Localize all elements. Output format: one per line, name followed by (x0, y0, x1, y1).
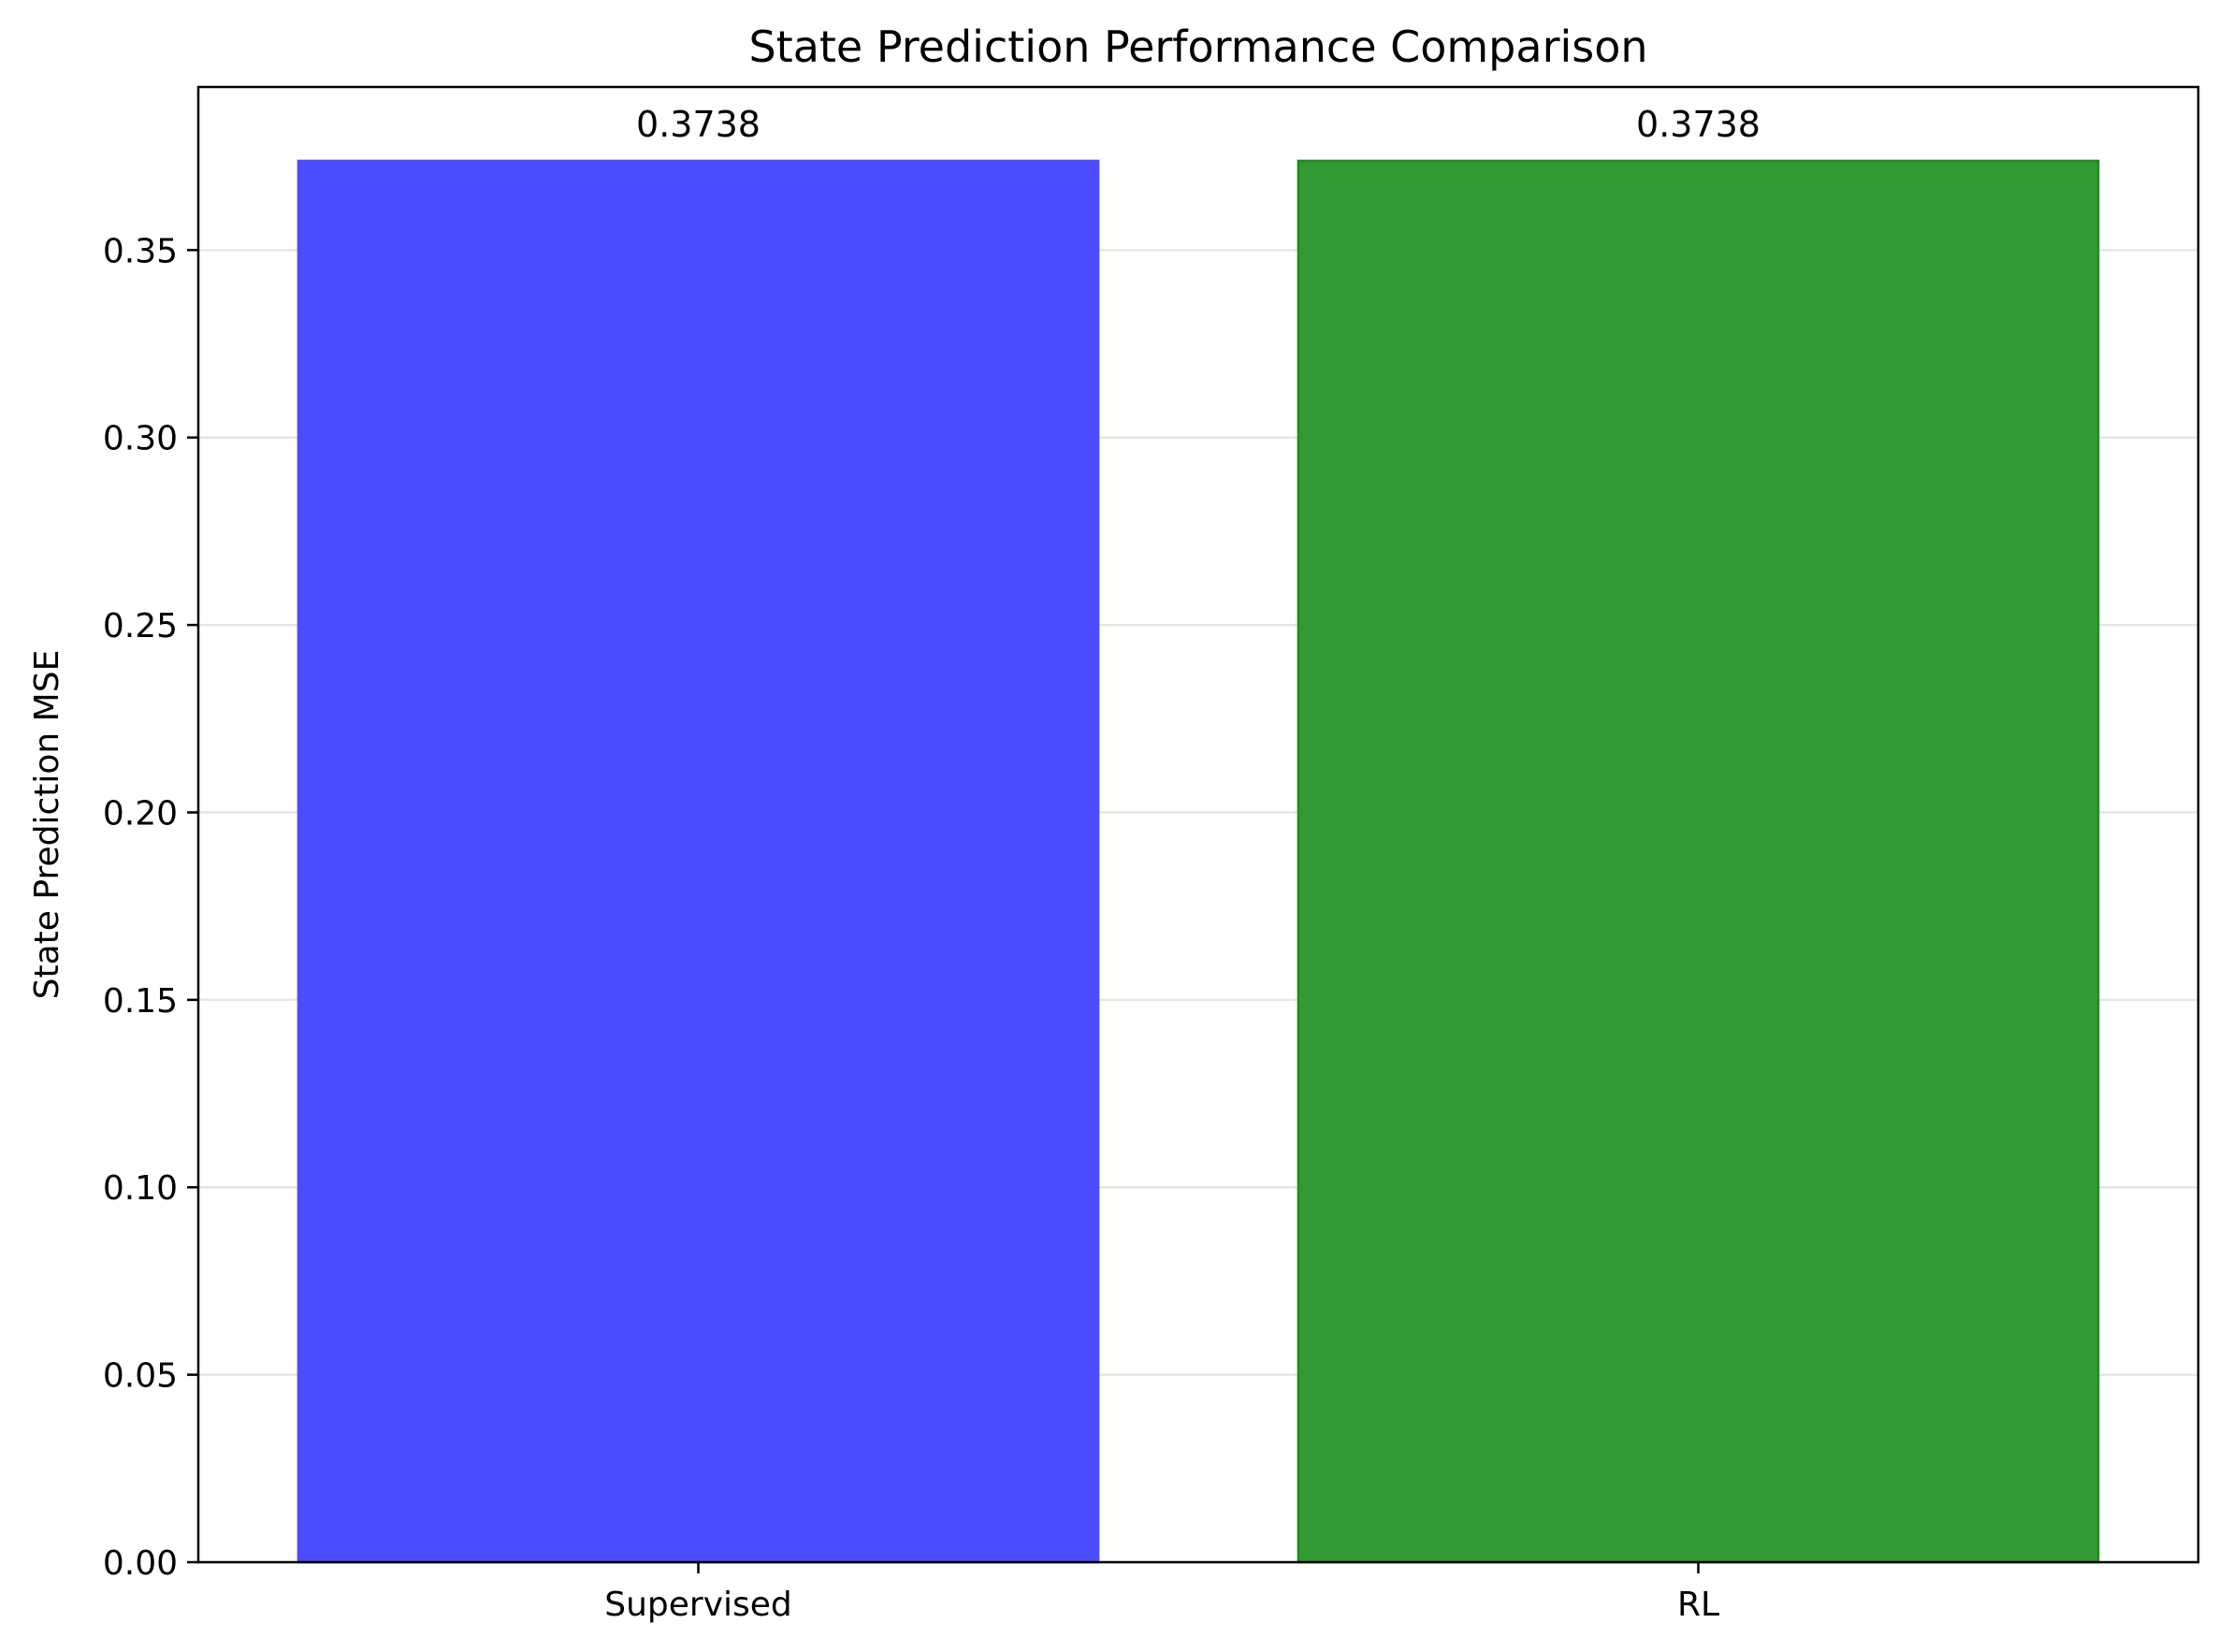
bars (297, 159, 2100, 1564)
y-tick-label: 0.10 (103, 1169, 178, 1208)
y-tick-label: 0.00 (103, 1544, 178, 1583)
y-axis-title: State Prediction MSE (28, 650, 66, 1000)
y-tick-label: 0.25 (103, 607, 178, 645)
bar-value-label: 0.3738 (1636, 104, 1761, 145)
chart-title: State Prediction Performance Comparison (748, 22, 1647, 72)
bar-value-label: 0.3738 (636, 104, 761, 145)
y-tick-label: 0.15 (103, 982, 178, 1021)
x-tick-label: Supervised (604, 1586, 792, 1624)
y-tick-label: 0.30 (103, 420, 178, 458)
x-tick-label: RL (1677, 1586, 1719, 1624)
y-tick-label: 0.05 (103, 1357, 178, 1396)
axis-ticks: 0.00 0.05 0.10 0.15 0.20 0.25 0.30 0.35 Supervis… (103, 232, 1719, 1624)
plot-frame (196, 85, 2200, 1564)
y-tick-label: 0.35 (103, 232, 178, 270)
y-tick-label: 0.20 (103, 794, 178, 833)
bar-value-labels: 0.3738 0.3738 (636, 104, 1761, 145)
bar-rl (1297, 159, 2100, 1564)
bar-supervised (297, 159, 1100, 1564)
